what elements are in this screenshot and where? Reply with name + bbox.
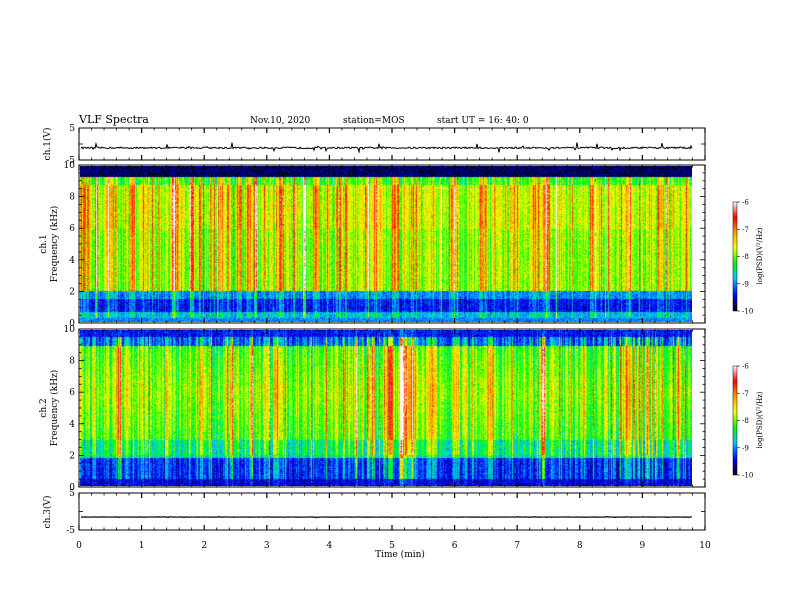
colorbar-tick-label: -9 (742, 444, 749, 452)
colorbar-tick-label: -6 (742, 363, 749, 371)
colorbar-tick-label: -10 (742, 472, 753, 480)
y-tick-label: 10 (64, 161, 76, 171)
x-axis-title: Time (min) (375, 549, 425, 560)
y-tick-label: 6 (69, 388, 75, 398)
date-label: Nov.10, 2020 (250, 116, 311, 126)
start-ut-label: start UT = 16: 40: 0 (437, 116, 529, 126)
ch3-waveform-trace (80, 515, 693, 519)
ch1-spectrogram-image (80, 166, 692, 322)
ch2-colorbar-ramp (732, 365, 738, 476)
ch2-colorbar-ticks: -6 -7 -8 -9 -10 (737, 363, 753, 480)
ch2-spectrogram-ylabel-line1: ch.2 (39, 398, 49, 417)
x-tick-label: 5 (389, 541, 395, 551)
x-tick-label: 2 (201, 541, 207, 551)
y-tick-label: 4 (69, 420, 75, 430)
colorbar-tick-label: -6 (742, 199, 749, 207)
x-tick-label: 6 (452, 541, 458, 551)
x-tick-label: 3 (264, 541, 270, 551)
colorbar-tick-label: -9 (742, 280, 749, 288)
y-tick-label: -5 (66, 156, 75, 166)
x-tick-label: 1 (139, 541, 145, 551)
ch3-waveform-ylabel: ch.3(V) (42, 496, 53, 529)
colorbar-tick-label: -10 (742, 308, 753, 316)
y-tick-label: 4 (69, 256, 75, 266)
y-tick-label: 6 (69, 224, 75, 234)
ch1-colorbar-label: log(PSD)(V²/Hz) (756, 227, 764, 284)
y-tick-label: 0 (69, 319, 75, 329)
ch2-spectrogram-image (80, 330, 692, 486)
ch1-waveform-ylabel: ch.1(V) (42, 128, 53, 161)
y-tick-label: 0 (69, 483, 75, 493)
ch1-waveform-trace (80, 141, 693, 154)
y-tick-label: 5 (69, 489, 75, 499)
figure-title: VLF Spectra (78, 113, 149, 126)
y-tick-label: 10 (64, 325, 76, 335)
y-tick-label: 8 (69, 193, 75, 203)
station-label: station=MOS (343, 116, 405, 126)
ch1-colorbar-ramp (732, 201, 738, 312)
x-tick-label: 9 (640, 541, 646, 551)
y-tick-label: 5 (69, 124, 75, 134)
ch1-spectrogram-ylabel-line2: Frequency (kHz) (49, 206, 60, 283)
ch1-colorbar-ticks: -6 -7 -8 -9 -10 (737, 199, 753, 316)
x-tick-label: 8 (577, 541, 583, 551)
colorbar-tick-label: -7 (742, 226, 749, 234)
y-tick-label: -5 (66, 526, 75, 536)
x-tick-label: 7 (514, 541, 520, 551)
y-tick-label: 8 (69, 357, 75, 367)
y-tick-label: 2 (69, 287, 75, 297)
ch3-waveform-frame (78, 492, 706, 531)
x-tick-label: 10 (699, 541, 711, 551)
ch1-spectrogram-ylabel-line1: ch.1 (39, 234, 49, 253)
x-tick-label: 0 (76, 541, 82, 551)
ch2-colorbar: -6 -7 -8 -9 -10 log(PSD)(V²/Hz) (732, 363, 764, 480)
colorbar-tick-label: -8 (742, 417, 749, 425)
y-tick-label: 2 (69, 451, 75, 461)
x-tick-label: 4 (327, 541, 333, 551)
colorbar-tick-label: -8 (742, 253, 749, 261)
colorbar-tick-label: -7 (742, 390, 749, 398)
ch2-spectrogram-ylabel-line2: Frequency (kHz) (49, 370, 60, 447)
ch2-colorbar-label: log(PSD)(V²/Hz) (756, 391, 764, 448)
ch1-colorbar: -6 -7 -8 -9 -10 log(PSD)(V²/Hz) (732, 199, 764, 316)
